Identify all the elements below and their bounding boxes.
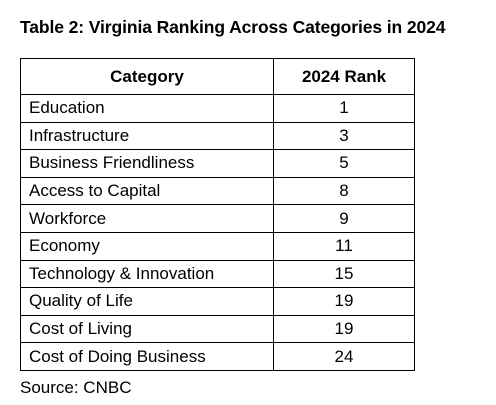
rank-cell: 1 (273, 94, 415, 123)
table-row: Quality of Life 19 (20, 287, 415, 316)
category-cell: Workforce (20, 204, 274, 233)
table-row: Workforce 9 (20, 204, 415, 233)
rank-cell: 24 (273, 342, 415, 371)
source-note: Source: CNBC (20, 378, 132, 397)
rank-cell: 9 (273, 204, 415, 233)
ranking-table: Category 2024 Rank Education 1 Infrastru… (20, 58, 415, 371)
rank-cell: 3 (273, 121, 415, 151)
category-cell: Business Friendliness (20, 149, 274, 178)
table-row: Technology & Innovation 15 (20, 259, 415, 289)
category-cell: Cost of Living (20, 314, 274, 344)
column-header-rank: 2024 Rank (273, 58, 415, 95)
category-cell: Economy (20, 231, 274, 261)
table-row: Cost of Doing Business 24 (20, 342, 415, 371)
category-cell: Cost of Doing Business (20, 342, 274, 371)
table-row: Cost of Living 19 (20, 314, 415, 344)
column-header-category: Category (20, 58, 274, 95)
table-row: Education 1 (20, 94, 415, 123)
category-cell: Infrastructure (20, 121, 274, 151)
rank-cell: 19 (273, 287, 415, 316)
category-cell: Quality of Life (20, 287, 274, 316)
category-cell: Technology & Innovation (20, 259, 274, 289)
category-cell: Access to Capital (20, 176, 274, 206)
table-row: Infrastructure 3 (20, 121, 415, 151)
rank-cell: 19 (273, 314, 415, 344)
rank-cell: 15 (273, 259, 415, 289)
table-caption: Table 2: Virginia Ranking Across Categor… (20, 17, 446, 37)
category-cell: Education (20, 94, 274, 123)
table-row: Economy 11 (20, 231, 415, 261)
rank-cell: 11 (273, 231, 415, 261)
rank-cell: 8 (273, 176, 415, 206)
table-row: Access to Capital 8 (20, 176, 415, 206)
rank-cell: 5 (273, 149, 415, 178)
table-header-row: Category 2024 Rank (20, 58, 415, 95)
table-row: Business Friendliness 5 (20, 149, 415, 178)
